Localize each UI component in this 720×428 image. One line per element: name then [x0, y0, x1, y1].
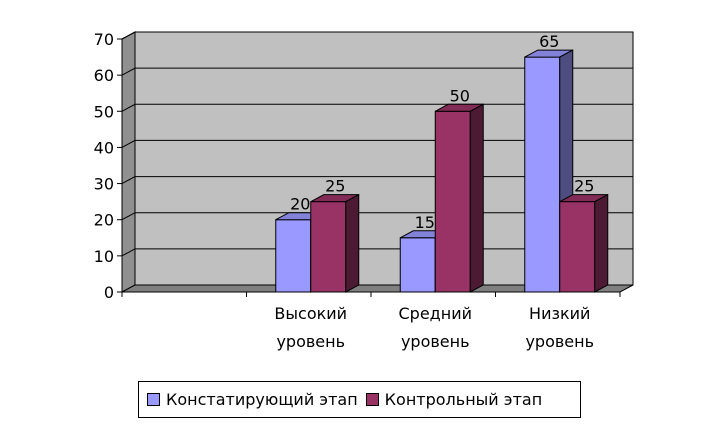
- y-tick-label: 10: [94, 247, 114, 266]
- y-tick-label: 40: [94, 138, 114, 157]
- data-labels: 20 25 15 50 65 25: [290, 32, 594, 232]
- category-labels: Высокий уровень Средний уровень Низкий уровен…: [274, 304, 594, 351]
- legend-swatch-series-1: [147, 393, 160, 406]
- category-label: Низкий: [529, 304, 590, 323]
- category-label: уровень: [525, 332, 594, 351]
- data-label: 25: [325, 177, 345, 196]
- y-tick-label: 20: [94, 211, 114, 230]
- legend-label-series-1: Констатирующий этап: [166, 390, 358, 409]
- bar-front: [524, 56, 561, 293]
- y-tick-label: 0: [104, 283, 114, 302]
- data-label: 20: [290, 195, 310, 214]
- category-label: Высокий: [274, 304, 347, 323]
- data-label: 65: [539, 32, 559, 51]
- data-label: 50: [450, 86, 470, 105]
- bar-side: [469, 103, 484, 293]
- bar-front: [275, 219, 312, 293]
- y-tick-label: 60: [94, 66, 114, 85]
- bar-side: [594, 193, 609, 293]
- bar: [434, 103, 484, 293]
- gridline: [121, 31, 633, 40]
- category-label: уровень: [276, 332, 345, 351]
- bar-front: [399, 237, 436, 293]
- bar: [310, 193, 360, 293]
- bar-front: [434, 110, 471, 293]
- chart: 20 25 15 50 65 25 0 10 20 30 40 50 60 70 Высокий уров…: [94, 30, 634, 351]
- legend-item-series-1: Констатирующий этап: [147, 390, 358, 409]
- bar: [559, 193, 609, 293]
- y-tick-label: 30: [94, 175, 114, 194]
- gridline: [121, 67, 633, 76]
- data-label: 15: [415, 213, 435, 232]
- bars: [275, 49, 609, 293]
- category-label: Средний: [399, 304, 473, 323]
- y-tick-label: 50: [94, 102, 114, 121]
- side-wall: [121, 31, 136, 293]
- legend-label-series-2: Контрольный этап: [384, 390, 543, 409]
- bar-side: [345, 193, 360, 293]
- bar-front: [310, 201, 347, 293]
- y-tick-labels: 0 10 20 30 40 50 60 70: [94, 30, 114, 302]
- data-label: 25: [574, 177, 594, 196]
- legend-swatch-series-2: [365, 393, 379, 406]
- category-label: уровень: [401, 332, 470, 351]
- legend-item-series-2: Контрольный этап: [365, 390, 543, 409]
- bar-front: [559, 201, 596, 293]
- y-tick-label: 70: [94, 30, 114, 49]
- legend: Констатирующий этап Контрольный этап: [138, 381, 581, 418]
